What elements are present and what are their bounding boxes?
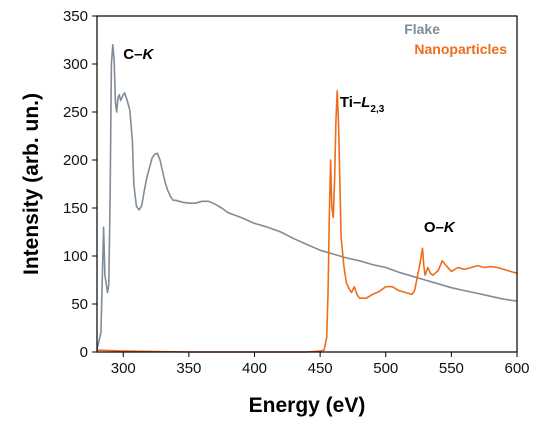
legend-nanoparticles: Nanoparticles bbox=[414, 41, 507, 57]
peak-annotation: O–K bbox=[424, 219, 456, 236]
peak-annotation: C–K bbox=[123, 46, 154, 63]
plot-frame bbox=[96, 15, 518, 353]
ticks-layer: 300 350 400 450 500 550 600 0 50 100 150 200 250 300 3… bbox=[63, 8, 530, 377]
series-line-flake bbox=[96, 44, 518, 350]
x-tick-label: 500 bbox=[373, 360, 398, 377]
y-tick-label: 50 bbox=[71, 296, 88, 313]
y-tick-label: 200 bbox=[63, 152, 88, 169]
x-tick-label: 400 bbox=[242, 360, 267, 377]
x-tick-label: 350 bbox=[176, 360, 201, 377]
x-tick-label: 550 bbox=[439, 360, 464, 377]
y-tick-label: 350 bbox=[63, 8, 88, 25]
series-layer bbox=[96, 44, 518, 353]
annotation-layer: C–K Ti–L2,3 O–K bbox=[123, 46, 456, 236]
x-tick-label: 300 bbox=[111, 360, 136, 377]
x-tick-label: 600 bbox=[504, 360, 529, 377]
y-tick-label: 250 bbox=[63, 104, 88, 121]
y-tick-label: 300 bbox=[63, 56, 88, 73]
x-tick-label: 450 bbox=[308, 360, 333, 377]
y-tick-label: 0 bbox=[80, 344, 88, 361]
legend-flake: Flake bbox=[404, 21, 440, 37]
y-tick-label: 150 bbox=[63, 200, 88, 217]
series-line-nanoparticles bbox=[96, 90, 518, 353]
y-tick-label: 100 bbox=[63, 248, 88, 265]
peak-annotation: Ti–L2,3 bbox=[340, 94, 385, 115]
y-axis-title: Intensity (arb. un.) bbox=[20, 93, 43, 275]
x-axis-title: Energy (eV) bbox=[249, 394, 366, 417]
